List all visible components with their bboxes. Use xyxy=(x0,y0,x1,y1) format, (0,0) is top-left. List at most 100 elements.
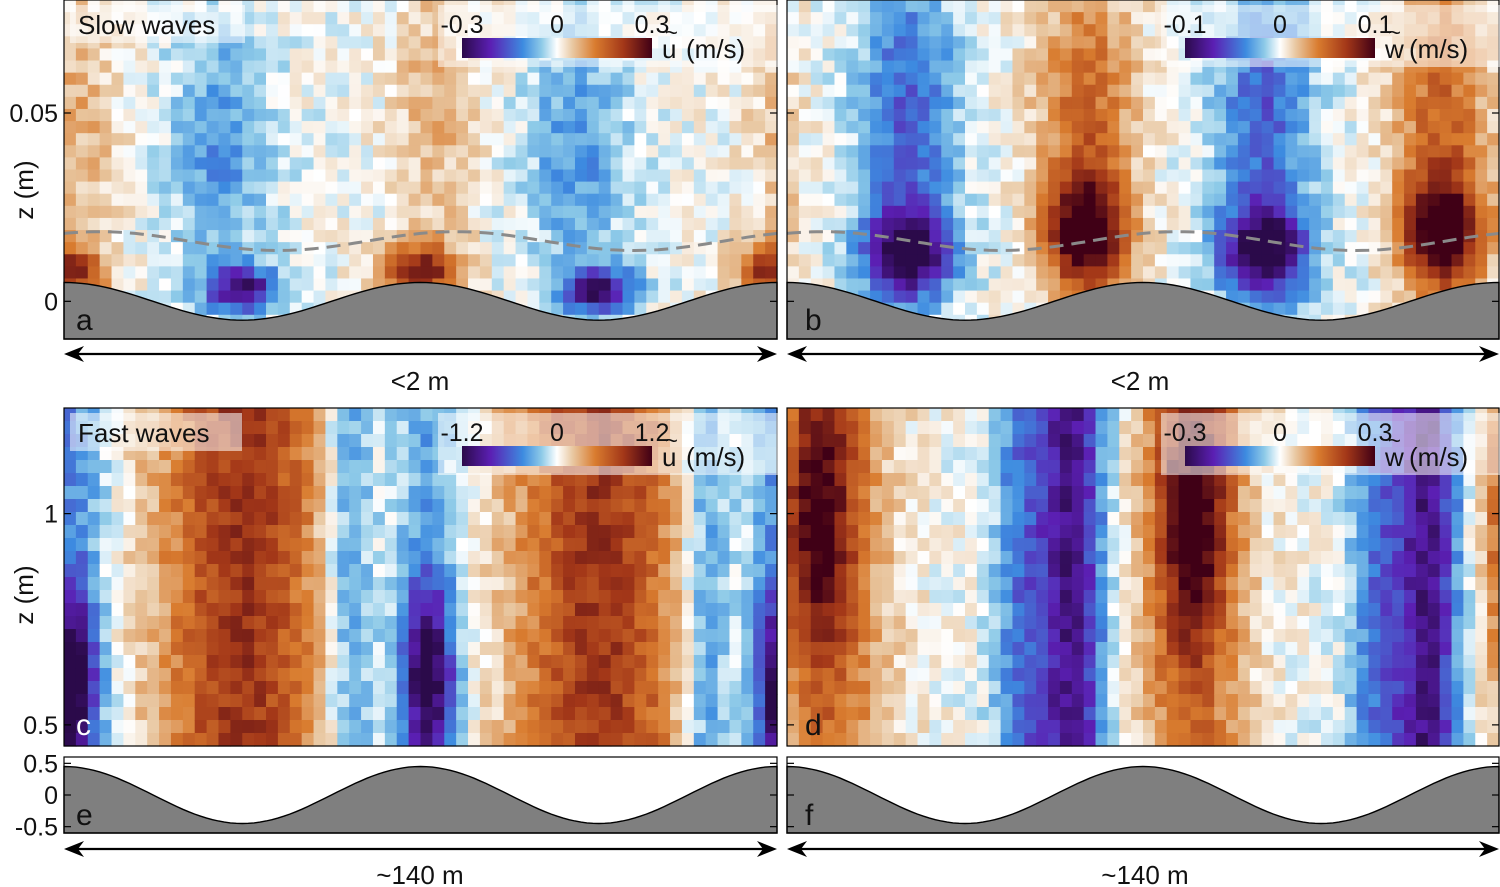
heatmap-cell-a xyxy=(551,181,564,195)
heatmap-cell-a xyxy=(456,205,469,219)
heatmap-cell-b xyxy=(893,169,907,183)
heatmap-cell-b xyxy=(917,12,930,25)
heatmap-cell-a xyxy=(563,290,576,304)
heatmap-cell-b xyxy=(953,60,966,74)
heatmap-cell-a xyxy=(254,48,267,62)
heatmap-cell-a xyxy=(681,181,695,195)
heatmap-cell-c xyxy=(503,525,517,539)
heatmap-cell-c xyxy=(753,590,766,604)
heatmap-cell-b xyxy=(1368,254,1381,267)
heatmap-cell-b xyxy=(1297,133,1310,146)
heatmap-cell-b xyxy=(1344,278,1358,292)
heatmap-cell-b xyxy=(1000,266,1014,280)
heatmap-cell-a xyxy=(361,96,374,110)
heatmap-cell-c xyxy=(206,538,220,552)
heatmap-cell-c xyxy=(396,460,410,474)
heatmap-cell-a xyxy=(705,157,719,171)
heatmap-cell-b xyxy=(1344,242,1358,255)
heatmap-cell-c xyxy=(372,655,386,669)
heatmap-cell-b xyxy=(1143,145,1156,158)
heatmap-cell-a xyxy=(99,169,113,183)
heatmap-cell-b xyxy=(1131,24,1144,37)
heatmap-cell-c xyxy=(99,681,113,695)
heatmap-cell-b xyxy=(881,278,895,292)
heatmap-cell-b xyxy=(870,24,883,37)
heatmap-cell-b xyxy=(1190,133,1203,146)
heatmap-cell-b xyxy=(858,121,871,134)
heatmap-cell-c xyxy=(717,642,731,656)
heatmap-cell-b xyxy=(1392,133,1405,146)
heatmap-cell-b xyxy=(1285,278,1298,292)
heatmap-cell-b xyxy=(1237,242,1251,255)
heatmap-cell-c xyxy=(147,564,160,578)
colorbar-ramp-a xyxy=(462,38,652,58)
heatmap-cell-b xyxy=(1059,48,1073,62)
heatmap-cell-a xyxy=(503,169,517,183)
heatmap-cell-b xyxy=(846,36,859,50)
heatmap-cell-a xyxy=(147,108,160,122)
heatmap-cell-a xyxy=(468,266,481,280)
heatmap-cell-b xyxy=(1024,121,1037,134)
heatmap-cell-a xyxy=(539,193,552,207)
heatmap-cell-c xyxy=(610,694,624,708)
heatmap-cell-c xyxy=(230,668,243,682)
heatmap-cell-a xyxy=(515,108,529,122)
heatmap-cell-b xyxy=(1415,72,1429,86)
heatmap-cell-c xyxy=(563,564,576,578)
heatmap-cell-c xyxy=(634,629,647,643)
heatmap-cell-a xyxy=(325,36,338,50)
heatmap-cell-c xyxy=(586,512,600,526)
heatmap-cell-b xyxy=(1368,181,1381,195)
heatmap-cell-b xyxy=(1392,266,1405,280)
heatmap-cell-a xyxy=(87,84,101,98)
heatmap-cell-b xyxy=(1083,121,1097,134)
heatmap-cell-b xyxy=(870,278,883,292)
heatmap-cell-c xyxy=(170,564,184,578)
heatmap-cell-b xyxy=(1095,242,1108,255)
heatmap-cell-a xyxy=(349,254,362,267)
heatmap-cell-c xyxy=(301,447,315,461)
heatmap-cell-a xyxy=(479,217,493,231)
heatmap-cell-c xyxy=(634,616,647,630)
heatmap-cell-b xyxy=(822,169,836,183)
heatmap-cell-a xyxy=(254,60,267,74)
heatmap-cell-b xyxy=(1107,217,1120,231)
heatmap-cell-a xyxy=(372,266,386,280)
heatmap-cell-a xyxy=(574,290,588,304)
heatmap-cell-b xyxy=(1380,84,1393,98)
heatmap-cell-b xyxy=(1107,72,1120,86)
heatmap-cell-c xyxy=(123,473,136,487)
heatmap-cell-c xyxy=(622,733,635,747)
heatmap-cell-b xyxy=(1439,266,1453,280)
heatmap-cell-c xyxy=(159,720,172,734)
heatmap-cell-b xyxy=(1356,205,1370,219)
heatmap-cell-a xyxy=(598,169,612,183)
heatmap-cell-a xyxy=(242,302,255,316)
heatmap-cell-b xyxy=(988,84,1002,98)
heatmap-cell-c xyxy=(123,538,136,552)
heatmap-cell-a xyxy=(242,121,255,134)
heatmap-cell-c xyxy=(123,499,136,513)
heatmap-cell-b xyxy=(1404,72,1417,86)
heatmap-cell-b xyxy=(941,36,954,50)
heatmap-cell-c xyxy=(64,616,77,630)
heatmap-cell-c xyxy=(64,668,77,682)
heatmap-cell-a xyxy=(396,60,410,74)
heatmap-cell-b xyxy=(1332,217,1346,231)
heatmap-cell-c xyxy=(135,486,148,500)
heatmap-cell-c xyxy=(266,434,279,448)
heatmap-cell-c xyxy=(372,538,386,552)
heatmap-cell-c xyxy=(693,499,707,513)
heatmap-cell-c xyxy=(420,681,433,695)
heatmap-cell-b xyxy=(1071,0,1085,13)
heatmap-cell-b xyxy=(953,108,966,122)
heatmap-cell-b xyxy=(1368,108,1381,122)
heatmap-cell-c xyxy=(254,694,267,708)
heatmap-cell-c xyxy=(337,603,350,617)
heatmap-cell-a xyxy=(313,84,327,98)
heatmap-cell-b xyxy=(976,121,990,134)
heatmap-cell-c xyxy=(313,564,327,578)
heatmap-cell-a xyxy=(349,121,362,134)
heatmap-cell-a xyxy=(598,157,612,171)
heatmap-cell-a xyxy=(551,254,564,267)
